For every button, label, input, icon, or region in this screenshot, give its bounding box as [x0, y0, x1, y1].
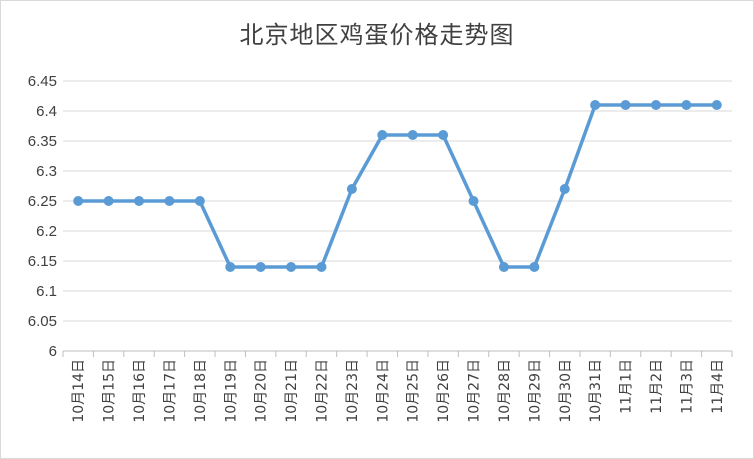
x-tick-label: 10月24日	[375, 359, 391, 423]
data-point	[529, 262, 540, 272]
x-tick-label: 10月14日	[71, 359, 87, 423]
x-tick-label: 11月3日	[679, 359, 695, 414]
y-tick-label: 6.1	[36, 283, 57, 300]
chart-title: 北京地区鸡蛋价格走势图	[239, 21, 515, 49]
data-point	[194, 196, 205, 206]
data-point	[620, 100, 631, 110]
y-tick-label: 6.45	[28, 73, 57, 90]
data-point	[73, 196, 84, 206]
data-point	[559, 184, 570, 194]
data-point	[711, 100, 722, 110]
data-point	[164, 196, 175, 206]
series-line	[76, 103, 719, 269]
y-tick-label: 6.4	[36, 103, 57, 120]
data-point	[225, 262, 236, 272]
data-point	[346, 184, 357, 194]
x-tick-label: 10月18日	[193, 359, 209, 423]
data-point	[316, 262, 327, 272]
data-point	[134, 196, 145, 206]
y-tick-label: 6.25	[28, 193, 57, 210]
x-tick-label: 10月27日	[467, 359, 483, 423]
y-tick-label: 6.2	[36, 223, 57, 240]
data-point	[407, 130, 418, 140]
x-tick-label: 10月25日	[406, 359, 422, 423]
x-tick-label: 10月19日	[223, 359, 239, 423]
x-tick-label: 10月15日	[102, 359, 118, 423]
data-point	[286, 262, 297, 272]
x-tick-label: 11月4日	[710, 359, 726, 414]
data-point	[650, 100, 661, 110]
x-tick-label: 10月17日	[162, 359, 178, 423]
data-point	[498, 262, 509, 272]
x-tick-label: 11月1日	[619, 359, 635, 414]
data-point	[255, 262, 266, 272]
y-tick-label: 6.35	[28, 133, 57, 150]
data-point	[103, 196, 114, 206]
data-point	[468, 196, 479, 206]
y-tick-label: 6.15	[28, 253, 57, 270]
x-tick-label: 10月21日	[284, 359, 300, 423]
x-tick-label: 10月29日	[527, 359, 543, 423]
data-point	[681, 100, 692, 110]
x-tick-label: 10月26日	[436, 359, 452, 423]
x-tick-label: 10月23日	[345, 359, 361, 423]
data-point	[590, 100, 601, 110]
x-tick-label: 10月20日	[254, 359, 270, 423]
x-tick-label: 10月30日	[558, 359, 574, 423]
x-tick-label: 10月16日	[132, 359, 148, 423]
y-tick-label: 6	[49, 343, 57, 360]
x-tick-label: 11月2日	[649, 359, 665, 414]
x-tick-label: 10月28日	[497, 359, 513, 423]
x-tick-label: 10月22日	[314, 359, 330, 423]
data-point	[377, 130, 388, 140]
y-tick-label: 6.05	[28, 313, 57, 330]
y-tick-label: 6.3	[36, 163, 57, 180]
data-point	[438, 130, 449, 140]
x-tick-label: 10月31日	[588, 359, 604, 423]
